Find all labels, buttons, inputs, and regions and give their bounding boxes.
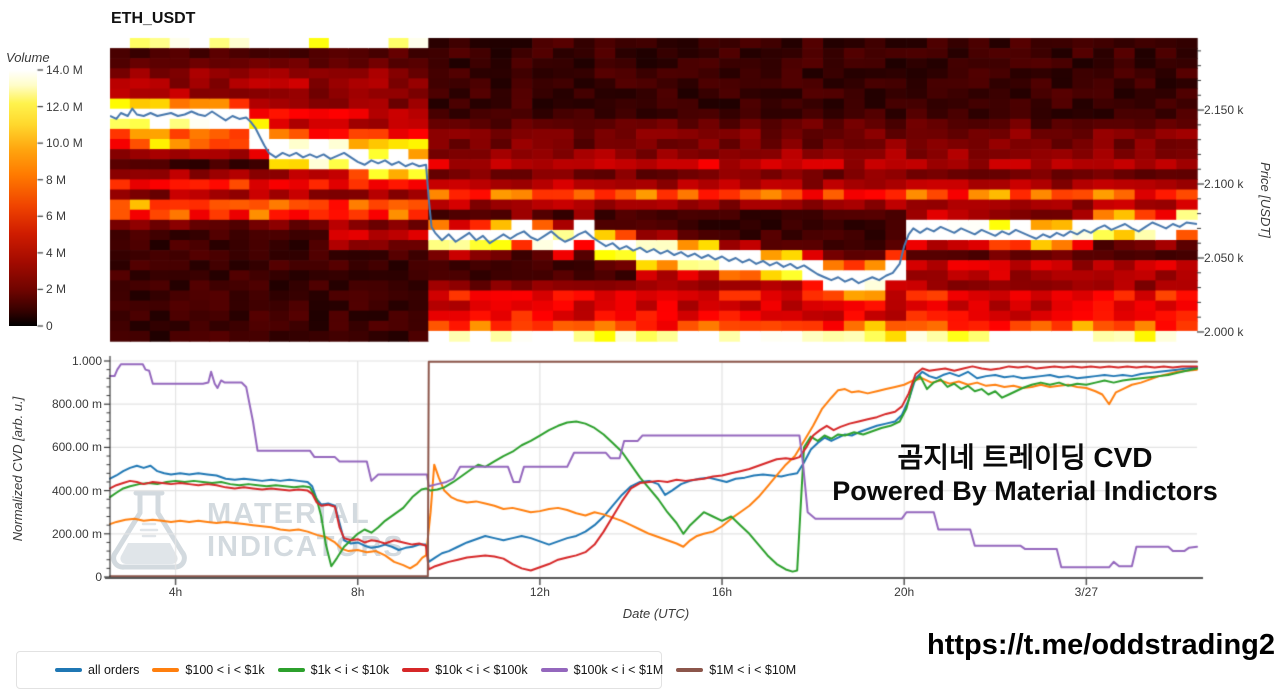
overlay-caption: 곰지네 트레이딩 CVD Powered By Material Indicto… — [775, 441, 1275, 507]
telegram-link[interactable]: https://t.me/oddstrading2 — [927, 629, 1275, 661]
volume-tick-label: 0 — [46, 319, 53, 333]
legend-label-0: all orders — [88, 663, 140, 677]
legend-swatch-5 — [676, 668, 704, 672]
price-tick-label: 2.100 k — [1204, 177, 1244, 192]
legend-swatch-4 — [540, 668, 568, 672]
cvd-tick-label: 200.00 m — [51, 526, 102, 541]
legend-label-5: $1M < i < $10M — [709, 663, 797, 677]
volume-colorbar-label: Volume — [6, 50, 50, 65]
cvd-tick-label: 600.00 m — [51, 440, 102, 455]
cvd-axis-label: Normalized CVD [arb. u.] — [10, 396, 25, 542]
legend-item-3: $10k < i < $100k — [402, 663, 528, 677]
price-tick-label: 2.000 k — [1204, 324, 1244, 339]
date-tick-label: 12h — [529, 585, 550, 599]
price-tick-label: 2.150 k — [1204, 103, 1244, 118]
date-tick-label: 4h — [168, 585, 183, 599]
legend-item-0: all orders — [55, 663, 139, 677]
legend-item-2: $1k < i < $10k — [277, 663, 390, 677]
legend-swatch-1 — [152, 668, 180, 672]
chart-title: ETH_USDT — [111, 10, 196, 27]
legend-swatch-3 — [402, 668, 430, 672]
legend-label-1: $100 < i < $1k — [185, 663, 265, 677]
volume-tick-label: 4 M — [46, 245, 67, 260]
cvd-legend: all orders $100 < i < $1k $1k < i < $10k $1… — [16, 651, 796, 689]
overlay-caption-line-2: Powered By Material Indictors — [832, 476, 1218, 506]
cvd-tick-label: 400.00 m — [51, 483, 102, 498]
volume-tick-label: 12.0 M — [46, 99, 83, 114]
date-tick-label: 16h — [712, 585, 733, 599]
cvd-tick-label: 800.00 m — [51, 397, 102, 412]
volume-tick-label: 8 M — [46, 172, 67, 187]
legend-label-2: $1k < i < $10k — [310, 663, 390, 677]
legend-item-1: $100 < i < $1k — [152, 663, 265, 677]
legend-label-4: $100k < i < $1M — [573, 663, 664, 677]
cvd-tick-label: 1.000 — [71, 354, 102, 368]
overlay-caption-line-1: 곰지네 트레이딩 CVD — [897, 442, 1153, 473]
price-tick-label: 2.050 k — [1204, 251, 1244, 265]
legend-swatch-0 — [55, 668, 82, 672]
price-axis-label: Price [USDT] — [1258, 162, 1273, 238]
volume-tick-label: 14.0 M — [46, 63, 83, 77]
legend-item-5: $1M < i < $10M — [676, 663, 796, 677]
legend-item-4: $100k < i < $1M — [540, 663, 664, 677]
date-tick-label: 3/27 — [1074, 585, 1098, 599]
volume-tick-label: 10.0 M — [46, 136, 83, 151]
volume-tick-label: 2 M — [46, 282, 67, 297]
date-axis-label: Date (UTC) — [622, 606, 690, 621]
volume-tick-label: 6 M — [46, 209, 67, 224]
cvd-tick-label: 0 — [95, 570, 102, 584]
legend-label-3: $10k < i < $100k — [435, 663, 528, 677]
date-tick-label: 8h — [351, 585, 365, 599]
legend-swatch-2 — [277, 668, 305, 672]
date-tick-label: 20h — [894, 585, 915, 599]
